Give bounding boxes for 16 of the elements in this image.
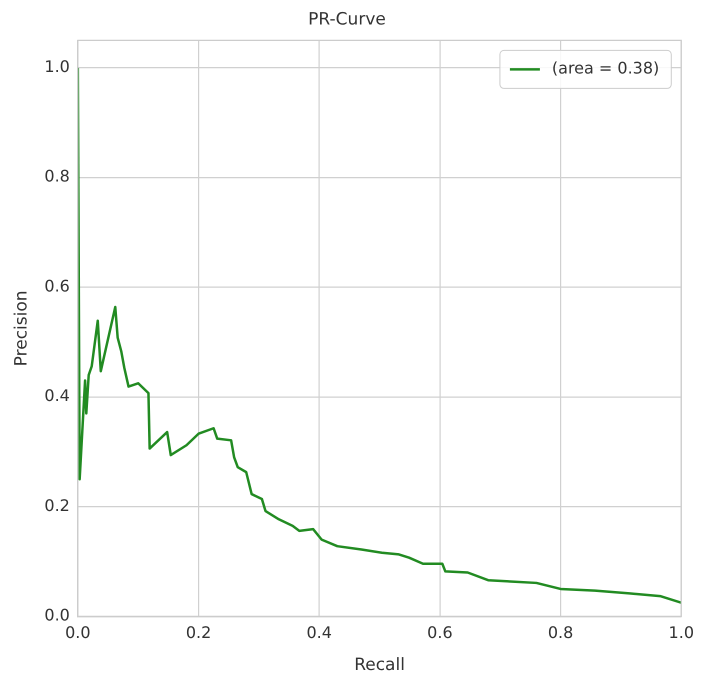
x-tick-label: 0.0: [65, 623, 91, 642]
x-tick-label: 0.4: [306, 623, 332, 642]
y-tick-label: 1.0: [44, 56, 70, 76]
y-tick-label: 0.4: [44, 386, 70, 406]
y-tick-label: 0.0: [44, 606, 70, 625]
x-tick-label: 0.2: [186, 623, 212, 642]
y-tick-label: 0.6: [44, 276, 70, 296]
x-tick-label: 0.6: [427, 623, 453, 642]
y-tick-label: 0.2: [44, 496, 70, 515]
chart-title: PR-Curve: [308, 10, 386, 30]
y-axis-title: Precision: [12, 290, 32, 366]
x-tick-label: 1.0: [668, 623, 694, 642]
legend-label: (area = 0.38): [552, 58, 660, 78]
y-tick-label: 0.8: [44, 166, 70, 186]
x-tick-label: 0.8: [548, 623, 574, 642]
x-axis-title: Recall: [354, 655, 405, 676]
